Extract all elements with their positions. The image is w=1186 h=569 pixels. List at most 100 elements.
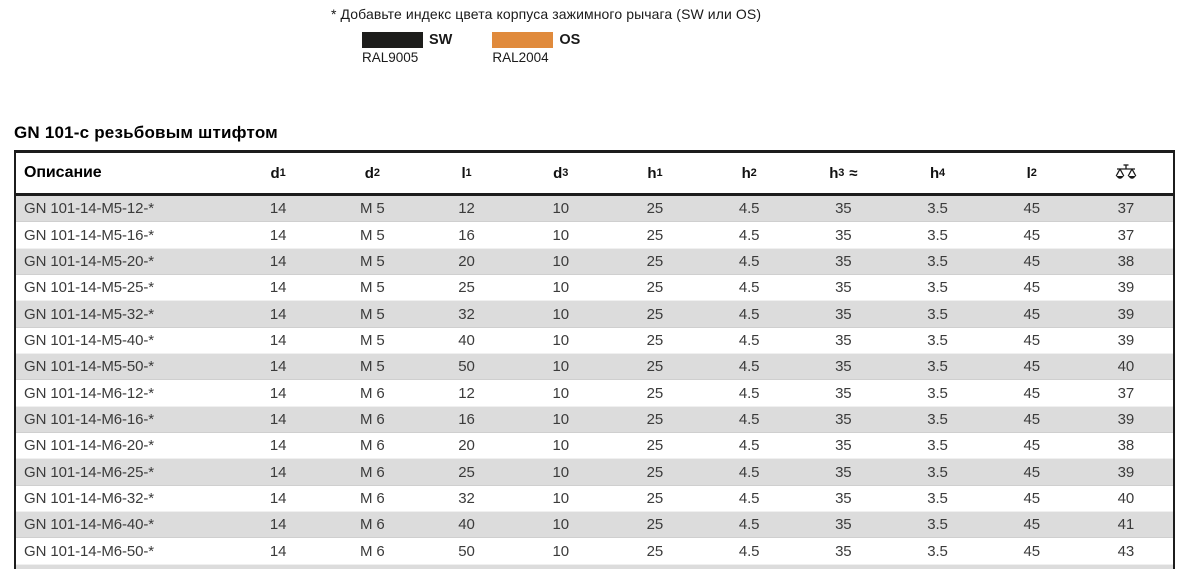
cell-value: 14	[269, 358, 287, 376]
cell-value: 41	[1117, 516, 1135, 534]
cell-value: 25	[646, 200, 664, 218]
cell-value: 4.5	[738, 516, 760, 534]
cell-value: 40	[458, 331, 475, 349]
cell-value: M 6	[359, 384, 385, 402]
cell-value: 25	[646, 305, 664, 323]
cell-value: 3.5	[927, 542, 948, 560]
cell-value: 37	[1117, 226, 1135, 244]
cell-value: M 6	[359, 410, 385, 428]
table-row: GN 101-14-M5-12-* 14 M 5 12 10 25 4.5 35 3.5 45 37	[16, 196, 1173, 223]
cell-value: 35	[835, 226, 852, 244]
cell-description: GN 101-14-M6-16-*	[24, 410, 155, 428]
cell-description: GN 101-14-M6-40-*	[24, 516, 155, 534]
cell-value: 20	[458, 252, 475, 270]
cell-value: 35	[835, 384, 852, 402]
cell-value: 25	[646, 226, 664, 244]
cell-description: GN 101-14-M5-20-*	[24, 252, 155, 270]
cell-value: 37	[1117, 200, 1135, 218]
cell-value: 12	[458, 200, 475, 218]
cell-value: 10	[552, 384, 569, 402]
cell-value: 3.5	[927, 279, 948, 297]
os-color-swatch	[492, 32, 554, 48]
cell-value: 45	[1023, 384, 1040, 402]
cell-value: 10	[552, 358, 569, 376]
cell-value: 10	[552, 437, 569, 455]
cell-value: 45	[1023, 542, 1040, 560]
cell-value: 4.5	[738, 252, 760, 270]
cell-value: 14	[269, 489, 287, 507]
cell-value: 3.5	[927, 358, 948, 376]
cell-value: 35	[835, 489, 852, 507]
weight-scale-icon	[1115, 163, 1137, 179]
col-sub: 2	[750, 167, 757, 179]
cell-value: 3.5	[927, 516, 948, 534]
cell-value: 14	[269, 516, 287, 534]
cell-value: 39	[1117, 331, 1135, 349]
col-label: h	[741, 164, 751, 182]
sw-code-label: SW	[429, 32, 453, 48]
cell-value: 4.5	[738, 489, 760, 507]
cell-value: 35	[835, 410, 852, 428]
swatch-group-os: OS RAL2004	[492, 32, 580, 65]
cell-value: 39	[1117, 410, 1135, 428]
cell-value: 45	[1023, 226, 1040, 244]
col-header-description: Описание	[24, 164, 102, 181]
cell-value: 32	[458, 305, 475, 323]
cell-description: GN 101-14-M5-25-*	[24, 279, 155, 297]
cell-value: 25	[458, 463, 475, 481]
cell-value: 3.5	[927, 305, 948, 323]
cell-value: 25	[646, 437, 664, 455]
cell-value: 3.5	[927, 384, 948, 402]
cell-value: 35	[835, 279, 852, 297]
cell-value: 35	[835, 542, 852, 560]
col-sub: 2	[373, 167, 380, 179]
table-row: GN 101-14-M6-50-* 14 M 6 50 10 25 4.5 35 3.5 45 43	[16, 538, 1173, 565]
cell-value: 50	[458, 358, 475, 376]
cell-description: GN 101-14-M5-40-*	[24, 331, 155, 349]
cell-value: 10	[552, 463, 569, 481]
cell-value: 45	[1023, 279, 1040, 297]
cell-value: 20	[458, 437, 475, 455]
cell-value: 4.5	[738, 279, 760, 297]
cell-value: 25	[646, 463, 664, 481]
cell-value: M 5	[359, 358, 385, 376]
cell-description: GN 101-14-M5-16-*	[24, 226, 155, 244]
cell-description: GN 101-14-M5-12-*	[24, 200, 155, 218]
cell-value: 40	[1117, 358, 1135, 376]
table-body: GN 101-14-M5-12-* 14 M 5 12 10 25 4.5 35 3.5 45 37…	[16, 196, 1173, 569]
table-row-partial	[16, 564, 1173, 569]
cell-value: 45	[1023, 516, 1040, 534]
cell-value: 25	[646, 516, 664, 534]
cell-value: 14	[269, 305, 287, 323]
cell-value: 14	[269, 226, 287, 244]
cell-value: 12	[458, 384, 475, 402]
cell-value: 38	[1117, 252, 1135, 270]
cell-description: GN 101-14-M6-50-*	[24, 542, 155, 560]
cell-value: 25	[646, 279, 664, 297]
cell-value: M 5	[359, 252, 385, 270]
col-header-h3: h 3 ≈	[796, 153, 890, 193]
cell-value: 40	[1117, 489, 1135, 507]
cell-value: 3.5	[927, 200, 948, 218]
cell-value: 25	[646, 489, 664, 507]
cell-value: 25	[646, 358, 664, 376]
color-swatches: SW RAL9005 OS RAL2004	[362, 32, 580, 65]
cell-value: 3.5	[927, 489, 948, 507]
cell-value: M 5	[359, 279, 385, 297]
cell-value: 45	[1023, 489, 1040, 507]
cell-value: 10	[552, 252, 569, 270]
col-label: h	[929, 164, 940, 182]
cell-value: 10	[552, 305, 569, 323]
cell-value: 3.5	[927, 331, 948, 349]
cell-value: 39	[1117, 463, 1135, 481]
cell-value: 4.5	[738, 358, 760, 376]
col-label: d	[270, 164, 280, 182]
cell-value: M 6	[359, 516, 385, 534]
cell-description: GN 101-14-M6-20-*	[24, 437, 155, 455]
col-sub: 2	[1030, 167, 1037, 179]
